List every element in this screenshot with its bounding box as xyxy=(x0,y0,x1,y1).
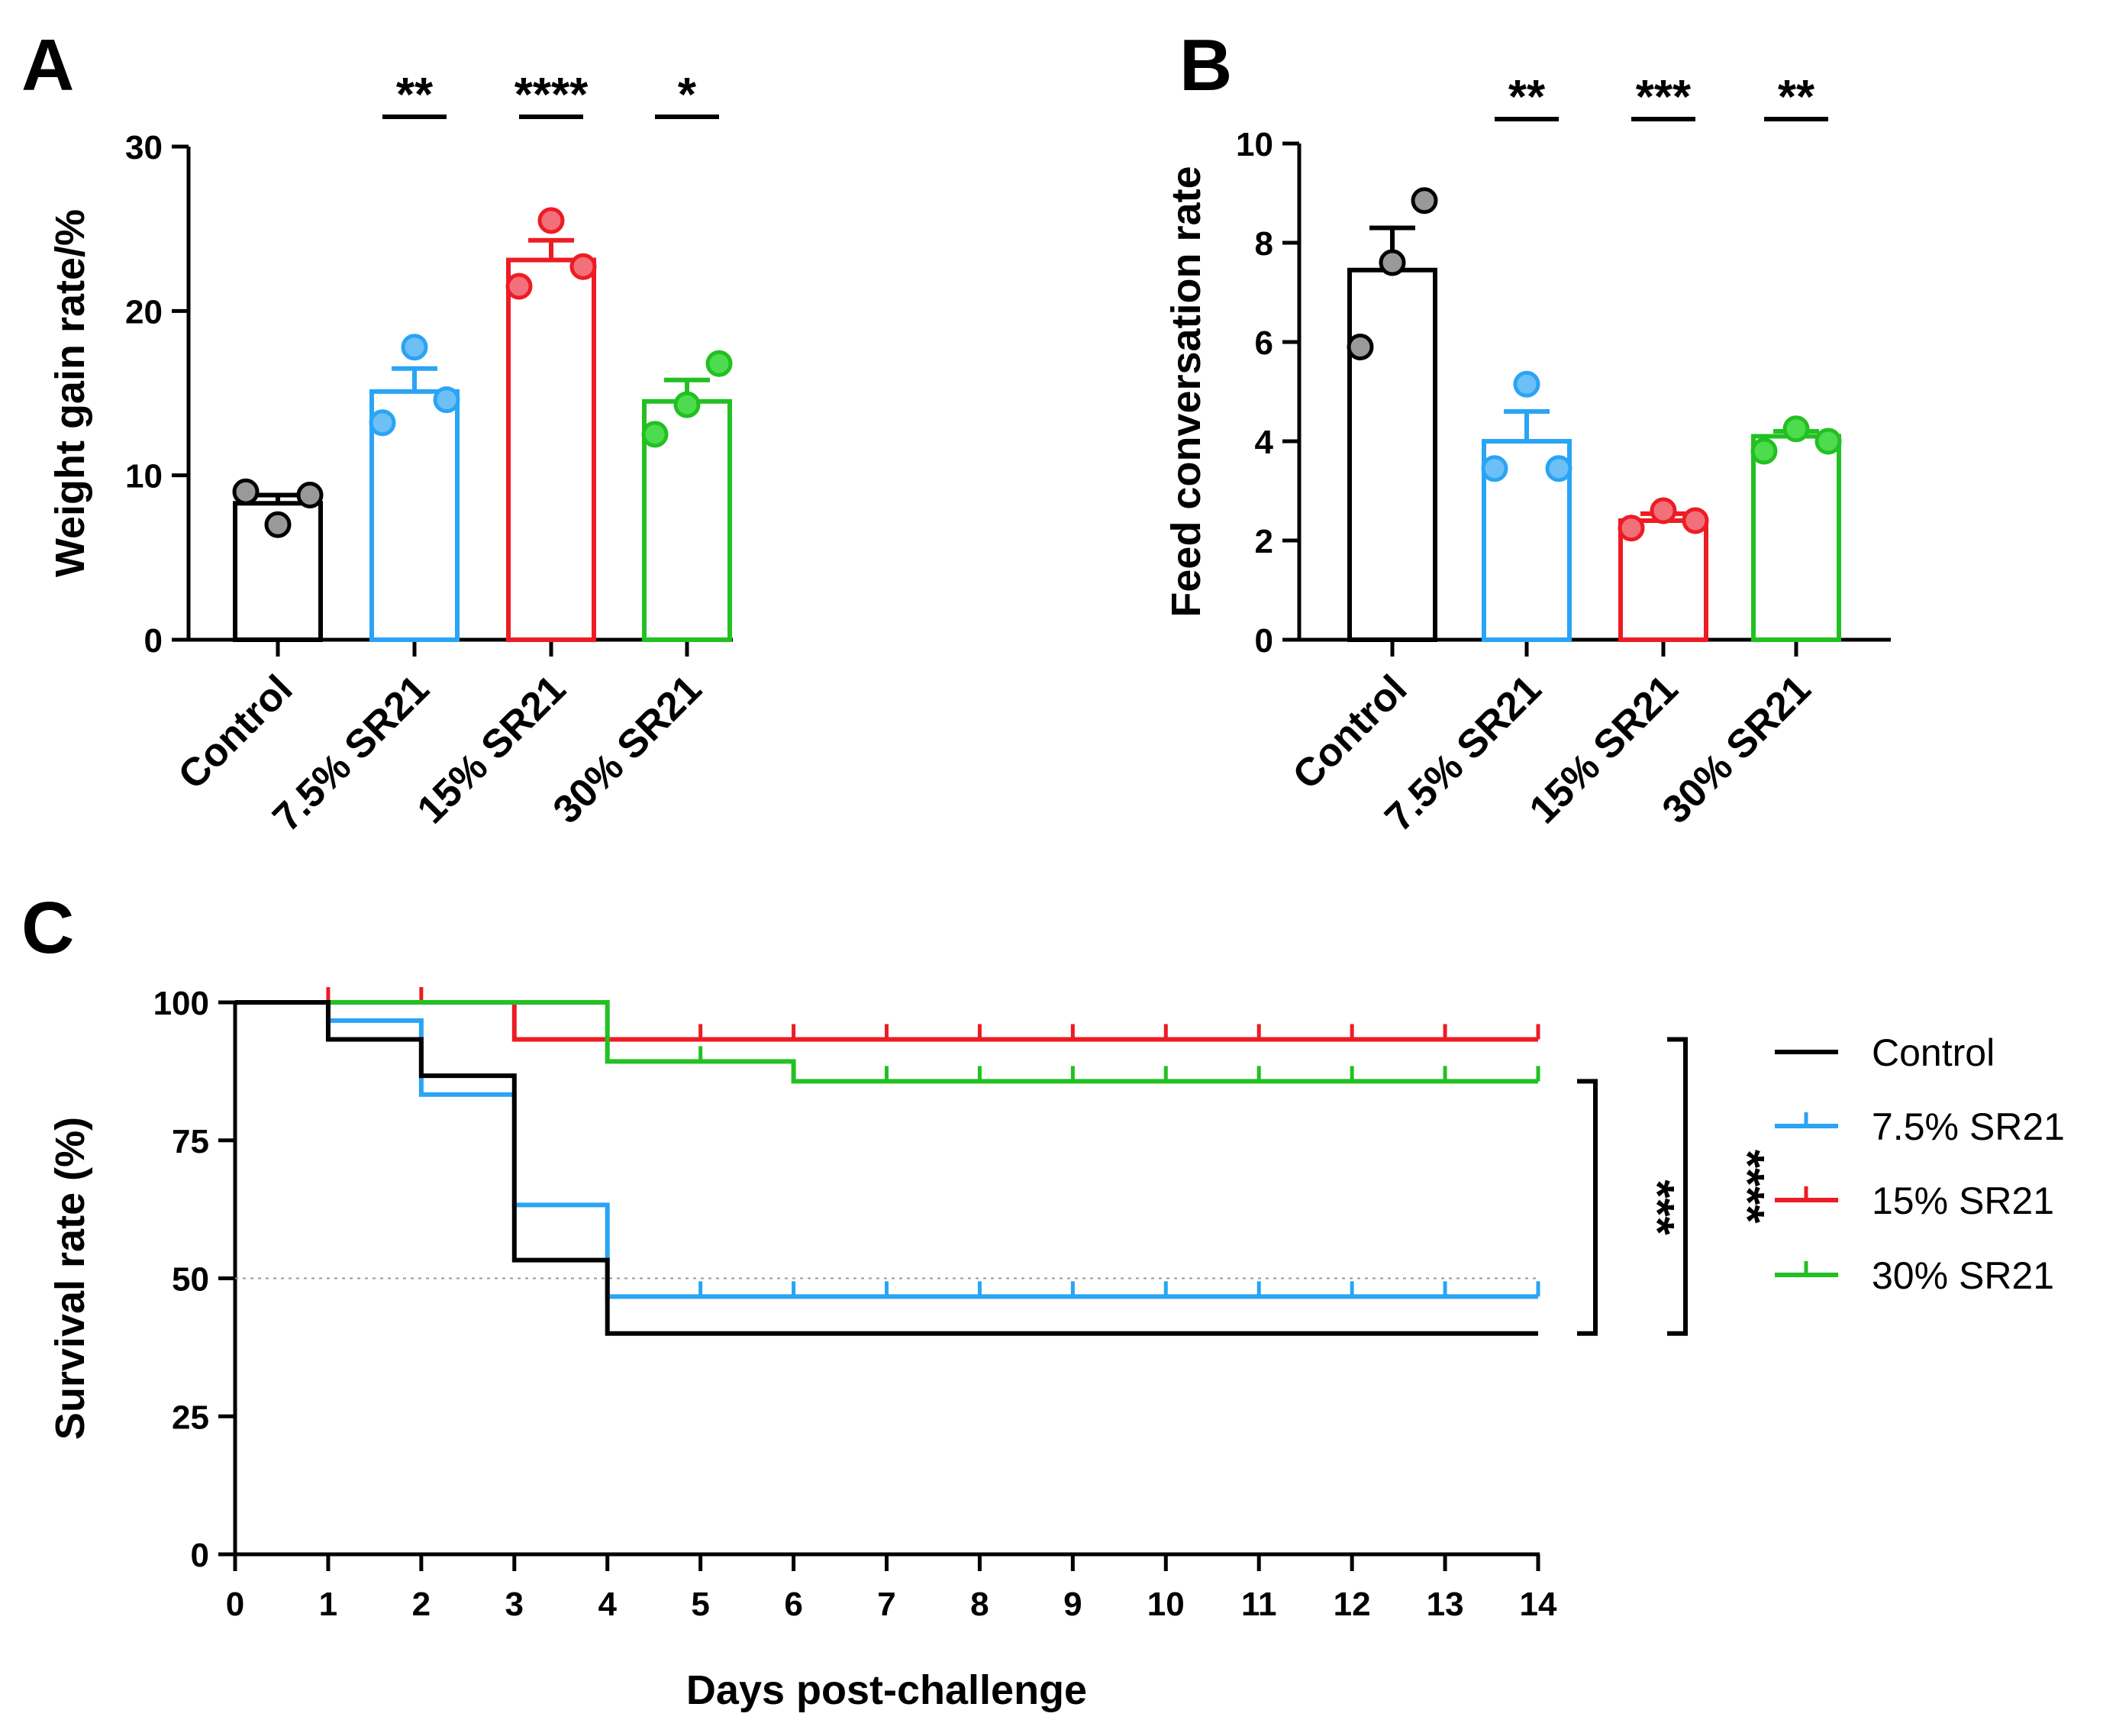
y-tick-label: 25 xyxy=(172,1399,209,1436)
x-tick-label: 6 xyxy=(784,1586,802,1623)
data-point-30pct-sr21 xyxy=(705,350,733,377)
data-point-30pct-sr21 xyxy=(1750,437,1778,465)
data-point-30pct-sr21 xyxy=(673,391,701,418)
x-tick-label: 4 xyxy=(598,1586,617,1623)
x-tick-label: 1 xyxy=(319,1586,337,1623)
y-tick-label: 6 xyxy=(1255,324,1273,362)
y-tick-label: 10 xyxy=(125,458,163,495)
data-point-15pct-sr21 xyxy=(537,207,565,234)
data-point-7-5pct-sr21 xyxy=(401,334,428,361)
y-tick-label: 0 xyxy=(144,622,163,660)
y-tick-label: 100 xyxy=(153,985,209,1022)
data-point-15pct-sr21 xyxy=(505,273,533,300)
data-point-7-5pct-sr21 xyxy=(369,409,396,437)
comparison-bracket-15pct-vs-control xyxy=(1667,1037,1688,1336)
significance-label-30pct-sr21: * xyxy=(678,69,697,121)
survival-line-7-5pct-sr21 xyxy=(235,1000,1538,1299)
panel-letter-c: C xyxy=(21,887,74,969)
x-tick-label: 7 xyxy=(877,1586,895,1623)
significance-label-7-5pct-sr21: ** xyxy=(1508,71,1546,124)
y-tick-label: 4 xyxy=(1255,424,1274,461)
y-axis-title: Survival rate (%) xyxy=(47,1117,93,1440)
x-axis-title: Days post-challenge xyxy=(686,1667,1087,1713)
x-tick-label: 5 xyxy=(691,1586,709,1623)
y-tick-label: 10 xyxy=(1236,126,1273,163)
y-tick-label: 0 xyxy=(191,1537,209,1574)
y-tick-label: 50 xyxy=(172,1261,209,1299)
x-tick-label: 8 xyxy=(970,1586,989,1623)
data-point-30pct-sr21 xyxy=(641,421,669,448)
significance-label-15pct-sr21: **** xyxy=(514,69,589,121)
bar-30pct-sr21 xyxy=(1751,434,1841,642)
legend-label-15pct-sr21: 15% SR21 xyxy=(1872,1179,2054,1222)
x-tick-label: 11 xyxy=(1241,1586,1277,1623)
x-tick-label: 12 xyxy=(1334,1586,1371,1623)
legend-label-30pct-sr21: 30% SR21 xyxy=(1872,1254,2054,1297)
data-point-7-5pct-sr21 xyxy=(1545,455,1572,482)
y-tick-label: 8 xyxy=(1255,225,1273,263)
data-point-control xyxy=(296,482,324,509)
x-tick-label: 10 xyxy=(1147,1586,1185,1623)
comparison-bracket-30pct-vs-control xyxy=(1577,1079,1598,1336)
data-point-control xyxy=(1411,187,1438,215)
x-tick-label: 13 xyxy=(1427,1586,1464,1623)
x-tick-label: 14 xyxy=(1520,1586,1557,1623)
significance-label-30pct-sr21: ** xyxy=(1778,71,1815,124)
significance-label-15pct-sr21: *** xyxy=(1636,71,1692,124)
data-point-control xyxy=(1347,334,1374,360)
data-point-15pct-sr21 xyxy=(569,253,597,280)
y-tick-label: 20 xyxy=(125,293,163,331)
category-label-control: Control xyxy=(1285,666,1416,798)
x-tick-label: 0 xyxy=(226,1586,244,1623)
survival-line-control xyxy=(235,1000,1538,1336)
category-label-15pct-sr21: 15% SR21 xyxy=(409,666,575,832)
data-point-30pct-sr21 xyxy=(1814,428,1842,455)
y-axis-title: Feed conversation rate xyxy=(1163,166,1209,617)
y-tick-label: 0 xyxy=(1255,622,1273,660)
x-tick-label: 3 xyxy=(505,1586,524,1623)
panel-letter-a: A xyxy=(21,24,74,106)
legend-label-control: Control xyxy=(1872,1031,1995,1074)
data-point-control xyxy=(232,478,260,505)
category-label-control: Control xyxy=(170,666,302,798)
data-point-7-5pct-sr21 xyxy=(433,386,460,414)
category-label-30pct-sr21: 30% SR21 xyxy=(545,666,711,832)
y-tick-label: 2 xyxy=(1255,523,1273,560)
data-point-control xyxy=(264,511,292,538)
data-point-7-5pct-sr21 xyxy=(1513,370,1540,398)
data-point-30pct-sr21 xyxy=(1782,415,1810,443)
data-point-7-5pct-sr21 xyxy=(1481,455,1508,482)
significance-label-7-5pct-sr21: ** xyxy=(396,69,434,121)
data-point-control xyxy=(1379,249,1406,276)
x-tick-label: 9 xyxy=(1063,1586,1082,1623)
bar-15pct-sr21 xyxy=(506,257,596,642)
legend-label-7-5pct-sr21: 7.5% SR21 xyxy=(1872,1105,2065,1148)
data-point-15pct-sr21 xyxy=(1618,515,1645,542)
y-axis-title: Weight gain rate/% xyxy=(47,209,93,577)
bar-control xyxy=(1347,267,1437,642)
comparison-label-15pct-vs-control: **** xyxy=(1721,1150,1773,1224)
y-tick-label: 75 xyxy=(172,1123,209,1160)
y-tick-label: 30 xyxy=(125,129,163,166)
data-point-15pct-sr21 xyxy=(1682,507,1709,534)
x-tick-label: 2 xyxy=(412,1586,431,1623)
panel-letter-b: B xyxy=(1179,24,1232,106)
data-point-15pct-sr21 xyxy=(1650,497,1677,524)
comparison-label-30pct-vs-control: *** xyxy=(1631,1179,1683,1235)
